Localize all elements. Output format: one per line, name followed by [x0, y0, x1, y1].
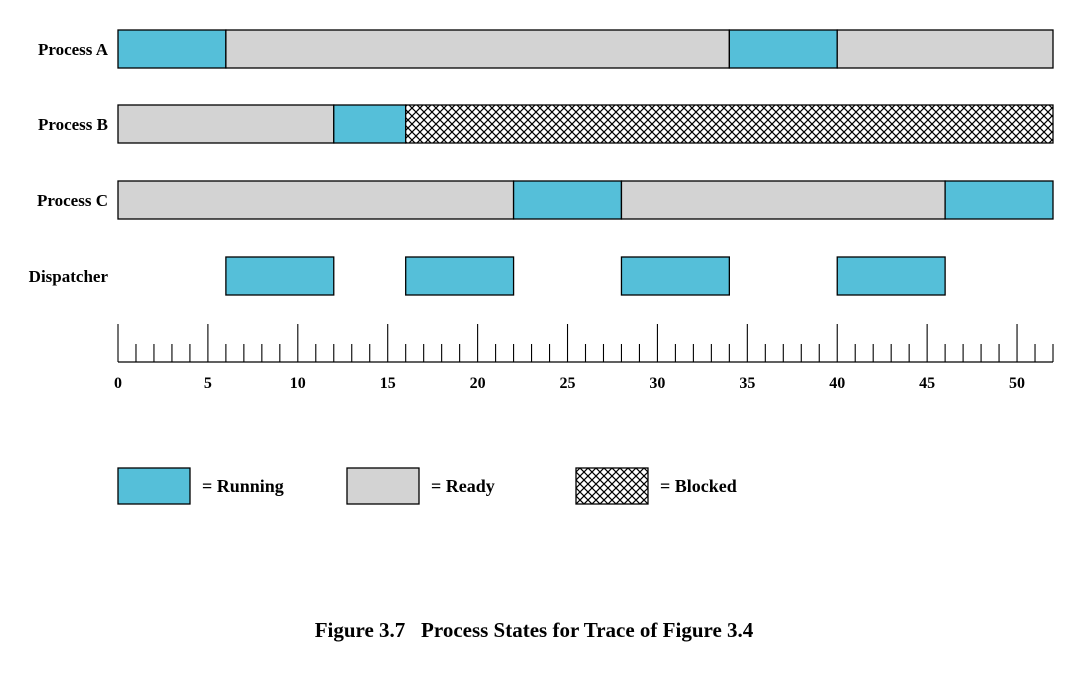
- row-dispatcher: Dispatcher: [29, 256, 946, 296]
- tick-label: 45: [919, 375, 935, 392]
- legend-item-blocked: = Blocked: [575, 467, 737, 505]
- row-label: Process A: [38, 40, 109, 59]
- figure-caption: Figure 3.7 Process States for Trace of F…: [315, 618, 754, 642]
- segment-ready: [620, 180, 946, 220]
- segment-running: [620, 256, 730, 296]
- legend: = Running = Ready = Blocked: [117, 467, 737, 505]
- row-label: Process B: [38, 115, 108, 134]
- tick-label: 25: [560, 375, 576, 392]
- legend-label: = Blocked: [660, 476, 737, 496]
- segment-ready: [225, 29, 730, 69]
- legend-label: = Running: [202, 476, 284, 496]
- segment-running: [728, 29, 838, 69]
- tick-label: 0: [114, 375, 122, 392]
- tick-label: 35: [739, 375, 755, 392]
- tick-label: 5: [204, 375, 212, 392]
- segment-running: [836, 256, 946, 296]
- legend-swatch-blocked: [575, 467, 649, 505]
- row-label: Dispatcher: [29, 267, 109, 286]
- legend-item-ready: = Ready: [346, 467, 495, 505]
- tick-label: 15: [380, 375, 396, 392]
- segment-running: [333, 104, 407, 144]
- tick-label: 40: [829, 375, 845, 392]
- tick-label: 30: [649, 375, 665, 392]
- row-process-b: Process B: [38, 104, 1054, 144]
- segment-running: [512, 180, 623, 220]
- time-axis: 0 5 10 15 20 25 30 35 40 45 50: [114, 324, 1054, 392]
- legend-swatch-running: [117, 467, 191, 505]
- process-rows: Process A Process B Process C Dispatcher: [29, 29, 1054, 296]
- row-process-c: Process C: [37, 180, 1054, 220]
- segment-ready: [117, 104, 335, 144]
- legend-item-running: = Running: [117, 467, 284, 505]
- segment-ready: [117, 180, 515, 220]
- segment-running: [225, 256, 335, 296]
- row-process-a: Process A: [38, 29, 1054, 69]
- segment-blocked: [405, 104, 1054, 144]
- legend-swatch-ready: [346, 467, 420, 505]
- tick-label: 50: [1009, 375, 1025, 392]
- tick-label: 10: [290, 375, 306, 392]
- segment-running: [117, 29, 227, 69]
- row-label: Process C: [37, 191, 108, 210]
- legend-label: = Ready: [431, 476, 495, 496]
- segment-running: [944, 180, 1054, 220]
- segment-ready: [836, 29, 1054, 69]
- segment-running: [405, 256, 515, 296]
- tick-label: 20: [470, 375, 486, 392]
